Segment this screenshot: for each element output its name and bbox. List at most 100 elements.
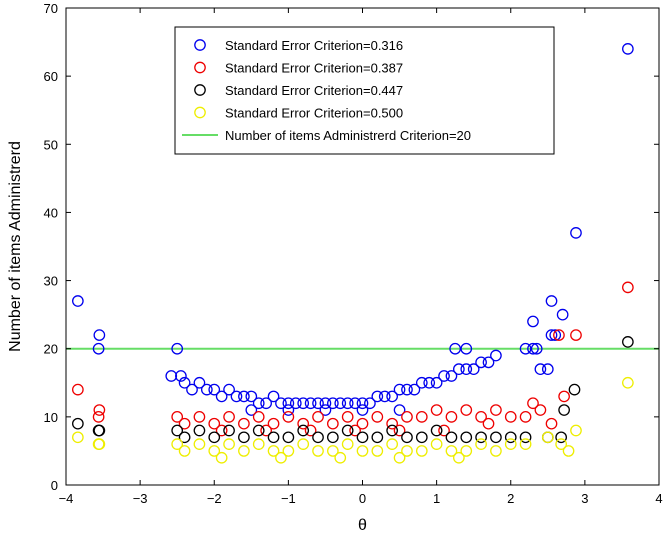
data-point (312, 431, 324, 444)
data-point (475, 356, 487, 369)
data-point (556, 308, 569, 321)
data-point (415, 411, 428, 423)
data-point (356, 404, 369, 416)
data-point (386, 417, 398, 430)
data-point (490, 445, 502, 457)
data-point (275, 451, 287, 464)
data-point (319, 397, 332, 410)
data-point (297, 397, 310, 410)
data-point (193, 424, 206, 437)
data-points (72, 43, 634, 464)
data-point (371, 431, 384, 444)
data-point (570, 227, 582, 239)
data-point (193, 376, 206, 389)
data-point (341, 397, 354, 410)
data-point (208, 445, 221, 457)
data-point (438, 424, 450, 437)
data-point (378, 390, 391, 403)
data-point (208, 383, 221, 396)
series-2 (72, 281, 634, 437)
data-point (553, 329, 565, 341)
y-tick-label: 50 (44, 137, 58, 152)
data-point (541, 431, 554, 444)
data-point (252, 397, 265, 410)
data-point (93, 329, 106, 341)
data-point (482, 356, 495, 369)
data-point (230, 390, 243, 403)
data-point (282, 404, 295, 416)
data-point (622, 281, 634, 294)
data-point (555, 438, 568, 450)
data-point (549, 329, 562, 341)
data-point (200, 383, 213, 396)
data-point (393, 424, 406, 437)
series-1 (72, 43, 634, 416)
data-point (252, 438, 265, 450)
data-point (622, 376, 634, 389)
data-point (570, 424, 582, 437)
data-point (393, 451, 406, 464)
x-tick-label: −2 (207, 491, 222, 506)
data-point (545, 417, 558, 430)
data-point (445, 431, 458, 444)
data-point (92, 424, 105, 437)
legend-label: Standard Error Criterion=0.316 (225, 38, 403, 53)
data-point (453, 363, 465, 376)
y-tick-label: 30 (44, 274, 58, 289)
data-point (193, 438, 206, 450)
data-point (267, 390, 280, 403)
data-point (238, 445, 250, 457)
data-point (438, 370, 450, 382)
data-point (171, 411, 184, 423)
data-point (364, 397, 376, 410)
x-tick-label: 2 (507, 491, 514, 506)
data-point (349, 424, 361, 437)
data-point (297, 438, 310, 450)
data-point (178, 431, 191, 444)
data-point (93, 404, 106, 416)
data-point (282, 445, 295, 457)
y-tick-label: 10 (44, 410, 58, 425)
data-point (490, 404, 502, 416)
data-point (445, 445, 458, 457)
data-point (349, 397, 361, 410)
data-point (319, 404, 332, 416)
x-tick-label: −1 (281, 491, 296, 506)
y-tick-label: 40 (44, 205, 58, 220)
data-point (341, 411, 354, 423)
data-point (92, 342, 105, 355)
data-point (415, 431, 428, 444)
x-tick-label: 1 (433, 491, 440, 506)
data-point (356, 417, 369, 430)
data-point (467, 363, 480, 376)
legend: Standard Error Criterion=0.316 Standard E… (174, 26, 555, 155)
data-point (238, 390, 250, 403)
data-point (534, 363, 547, 376)
data-point (223, 424, 235, 437)
data-point (356, 397, 369, 410)
data-point (415, 376, 428, 389)
data-point (267, 417, 280, 430)
data-point (275, 397, 287, 410)
data-point (312, 397, 324, 410)
legend-marker (194, 106, 206, 119)
data-point (482, 417, 495, 430)
series-4 (72, 376, 634, 464)
y-tick-label: 0 (51, 478, 58, 493)
y-tick-label: 20 (44, 342, 58, 357)
data-point (245, 404, 258, 416)
data-point (401, 445, 413, 457)
x-axis-label: θ (358, 517, 367, 534)
data-point (534, 404, 547, 416)
data-point (475, 431, 487, 444)
data-point (527, 342, 539, 355)
y-axis-label: Number of items Administrerd (7, 141, 24, 352)
data-point (304, 424, 317, 437)
data-point (490, 349, 502, 362)
series-3 (72, 336, 634, 444)
data-point (312, 411, 324, 423)
data-point (622, 336, 634, 348)
data-point (326, 431, 339, 444)
data-point (72, 431, 84, 444)
